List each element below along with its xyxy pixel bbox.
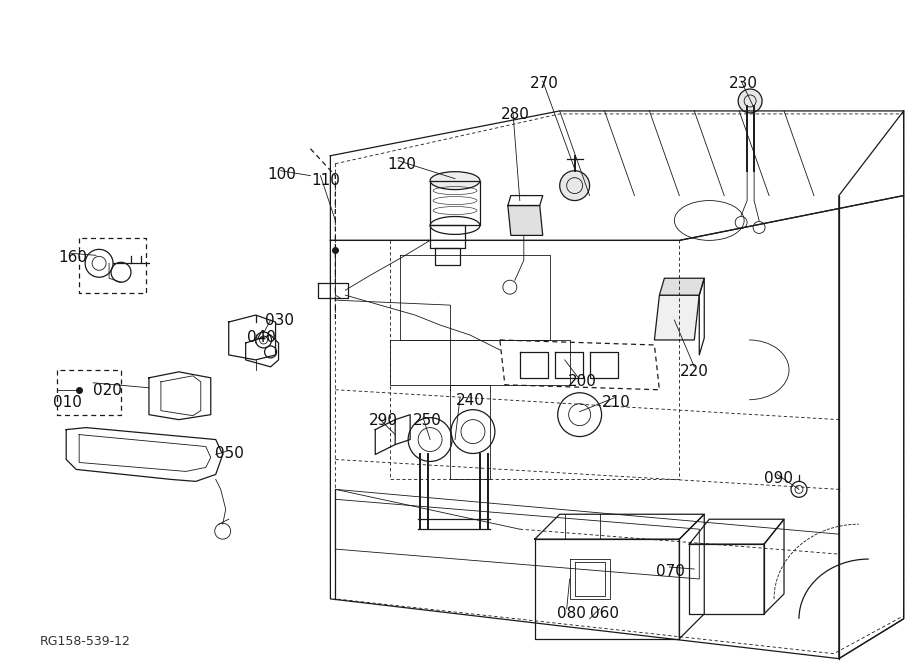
Text: 280: 280 — [500, 107, 529, 122]
Text: 290: 290 — [369, 413, 398, 428]
Text: 240: 240 — [456, 393, 484, 407]
Text: 060: 060 — [589, 606, 618, 621]
Text: 020: 020 — [93, 383, 122, 398]
Text: 090: 090 — [764, 472, 792, 486]
Circle shape — [559, 171, 589, 200]
Text: 010: 010 — [53, 395, 82, 409]
Text: 070: 070 — [655, 564, 685, 579]
Ellipse shape — [429, 216, 480, 234]
Ellipse shape — [674, 200, 743, 240]
Polygon shape — [659, 279, 704, 295]
Text: 030: 030 — [265, 313, 293, 328]
Text: 220: 220 — [679, 364, 709, 379]
Ellipse shape — [429, 172, 480, 190]
Circle shape — [737, 89, 761, 113]
Polygon shape — [507, 206, 542, 235]
Text: 160: 160 — [58, 250, 87, 265]
Text: RG158-539-12: RG158-539-12 — [40, 635, 130, 648]
Polygon shape — [653, 295, 698, 340]
Text: 050: 050 — [214, 446, 244, 460]
Text: 250: 250 — [413, 413, 441, 428]
Text: 040: 040 — [246, 330, 275, 345]
Text: 270: 270 — [529, 76, 558, 91]
Text: 110: 110 — [312, 172, 340, 188]
Text: 100: 100 — [267, 167, 296, 182]
Text: 080: 080 — [556, 606, 585, 621]
Text: 120: 120 — [387, 157, 415, 172]
Text: 210: 210 — [601, 395, 630, 409]
Text: 200: 200 — [567, 374, 596, 389]
Text: 230: 230 — [729, 76, 757, 91]
